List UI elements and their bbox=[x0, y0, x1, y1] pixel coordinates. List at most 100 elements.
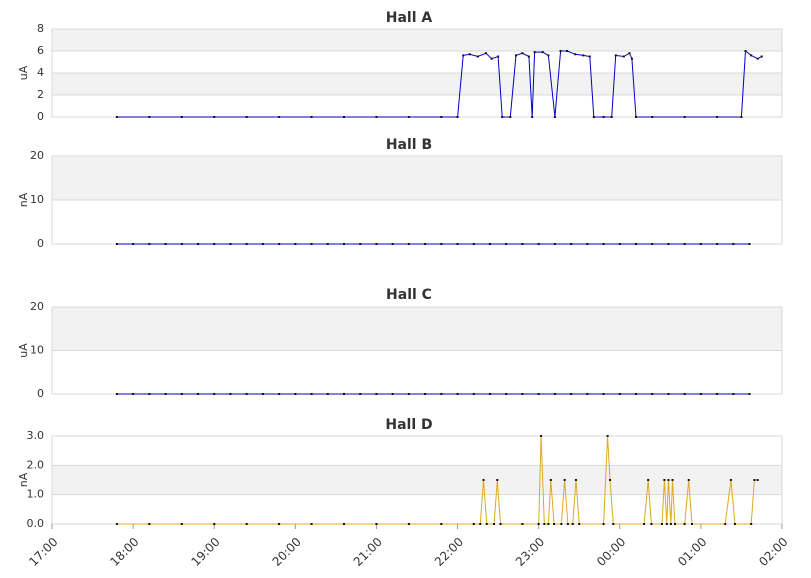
point bbox=[229, 243, 232, 245]
point bbox=[490, 57, 493, 60]
chart-title: Hall D bbox=[385, 417, 432, 433]
point bbox=[505, 243, 508, 245]
point bbox=[628, 52, 631, 55]
point bbox=[683, 116, 686, 118]
point bbox=[651, 393, 654, 395]
point bbox=[756, 479, 759, 481]
band bbox=[52, 73, 782, 95]
point bbox=[602, 116, 605, 118]
x-tick-label: 20:00 bbox=[270, 535, 304, 569]
point bbox=[690, 523, 693, 525]
point bbox=[180, 116, 183, 118]
point bbox=[245, 243, 248, 245]
point bbox=[197, 393, 199, 395]
point bbox=[563, 479, 566, 481]
point bbox=[509, 116, 512, 118]
point bbox=[132, 393, 135, 395]
point bbox=[115, 243, 118, 245]
point bbox=[612, 523, 615, 525]
point bbox=[553, 523, 556, 525]
point bbox=[505, 393, 508, 395]
point bbox=[229, 393, 232, 395]
point bbox=[647, 479, 650, 481]
point bbox=[521, 393, 524, 395]
point bbox=[673, 523, 676, 525]
point bbox=[618, 243, 621, 245]
y-tick-label: 20 bbox=[30, 300, 44, 313]
point bbox=[440, 116, 443, 118]
point bbox=[588, 55, 591, 58]
point bbox=[148, 243, 151, 245]
x-tick-label: 17:00 bbox=[26, 535, 60, 569]
point bbox=[278, 393, 281, 395]
point bbox=[521, 243, 524, 245]
point bbox=[547, 523, 550, 525]
point bbox=[651, 116, 654, 118]
x-tick-label: 18:00 bbox=[107, 535, 141, 569]
point bbox=[115, 116, 118, 118]
y-tick-label: 2.0 bbox=[27, 458, 45, 471]
point bbox=[732, 393, 735, 395]
point bbox=[440, 523, 443, 525]
point bbox=[570, 243, 573, 245]
point bbox=[496, 479, 499, 481]
point bbox=[541, 51, 544, 54]
point bbox=[724, 523, 727, 525]
point bbox=[571, 523, 574, 525]
point bbox=[424, 393, 427, 395]
panel: Hall A uA 0 2 4 6 8 bbox=[17, 10, 783, 123]
point bbox=[476, 55, 479, 58]
point bbox=[667, 479, 670, 481]
panel: Hall B nA 0 10 20 bbox=[17, 137, 783, 250]
y-tick-label: 3.0 bbox=[27, 429, 45, 442]
point bbox=[750, 523, 753, 525]
point bbox=[343, 393, 345, 395]
y-tick-label: 4 bbox=[37, 66, 44, 79]
point bbox=[733, 523, 736, 525]
point bbox=[375, 523, 378, 525]
point bbox=[618, 393, 621, 395]
point bbox=[472, 523, 475, 525]
point bbox=[665, 523, 668, 525]
x-tick-label: 01:00 bbox=[675, 535, 709, 569]
y-tick-label: 20 bbox=[30, 149, 44, 162]
point bbox=[472, 243, 475, 245]
y-axis-label: uA bbox=[17, 65, 30, 80]
point bbox=[521, 52, 524, 55]
point bbox=[440, 243, 443, 245]
point bbox=[533, 51, 536, 54]
point bbox=[164, 393, 167, 395]
point bbox=[531, 116, 534, 118]
point bbox=[744, 50, 747, 52]
point bbox=[660, 523, 663, 525]
point bbox=[537, 393, 540, 395]
point bbox=[482, 479, 485, 481]
point bbox=[553, 116, 556, 118]
point bbox=[407, 116, 410, 118]
point bbox=[669, 523, 672, 525]
point bbox=[537, 523, 540, 525]
point bbox=[310, 393, 313, 395]
point bbox=[566, 50, 569, 52]
chart-title: Hall C bbox=[386, 287, 432, 303]
point bbox=[294, 243, 297, 245]
point bbox=[582, 54, 585, 57]
point bbox=[635, 116, 637, 118]
point bbox=[148, 393, 151, 395]
y-tick-label: 0 bbox=[37, 387, 44, 400]
point bbox=[180, 393, 183, 395]
point bbox=[574, 479, 577, 481]
point bbox=[407, 393, 410, 395]
point bbox=[391, 243, 394, 245]
point bbox=[407, 523, 410, 525]
point bbox=[278, 523, 281, 525]
point bbox=[635, 393, 637, 395]
point bbox=[326, 393, 329, 395]
y-tick-label: 8 bbox=[37, 22, 44, 35]
point bbox=[566, 523, 569, 525]
point bbox=[245, 116, 248, 118]
point bbox=[115, 523, 118, 525]
point bbox=[132, 243, 135, 245]
point bbox=[609, 479, 612, 481]
point bbox=[537, 243, 540, 245]
